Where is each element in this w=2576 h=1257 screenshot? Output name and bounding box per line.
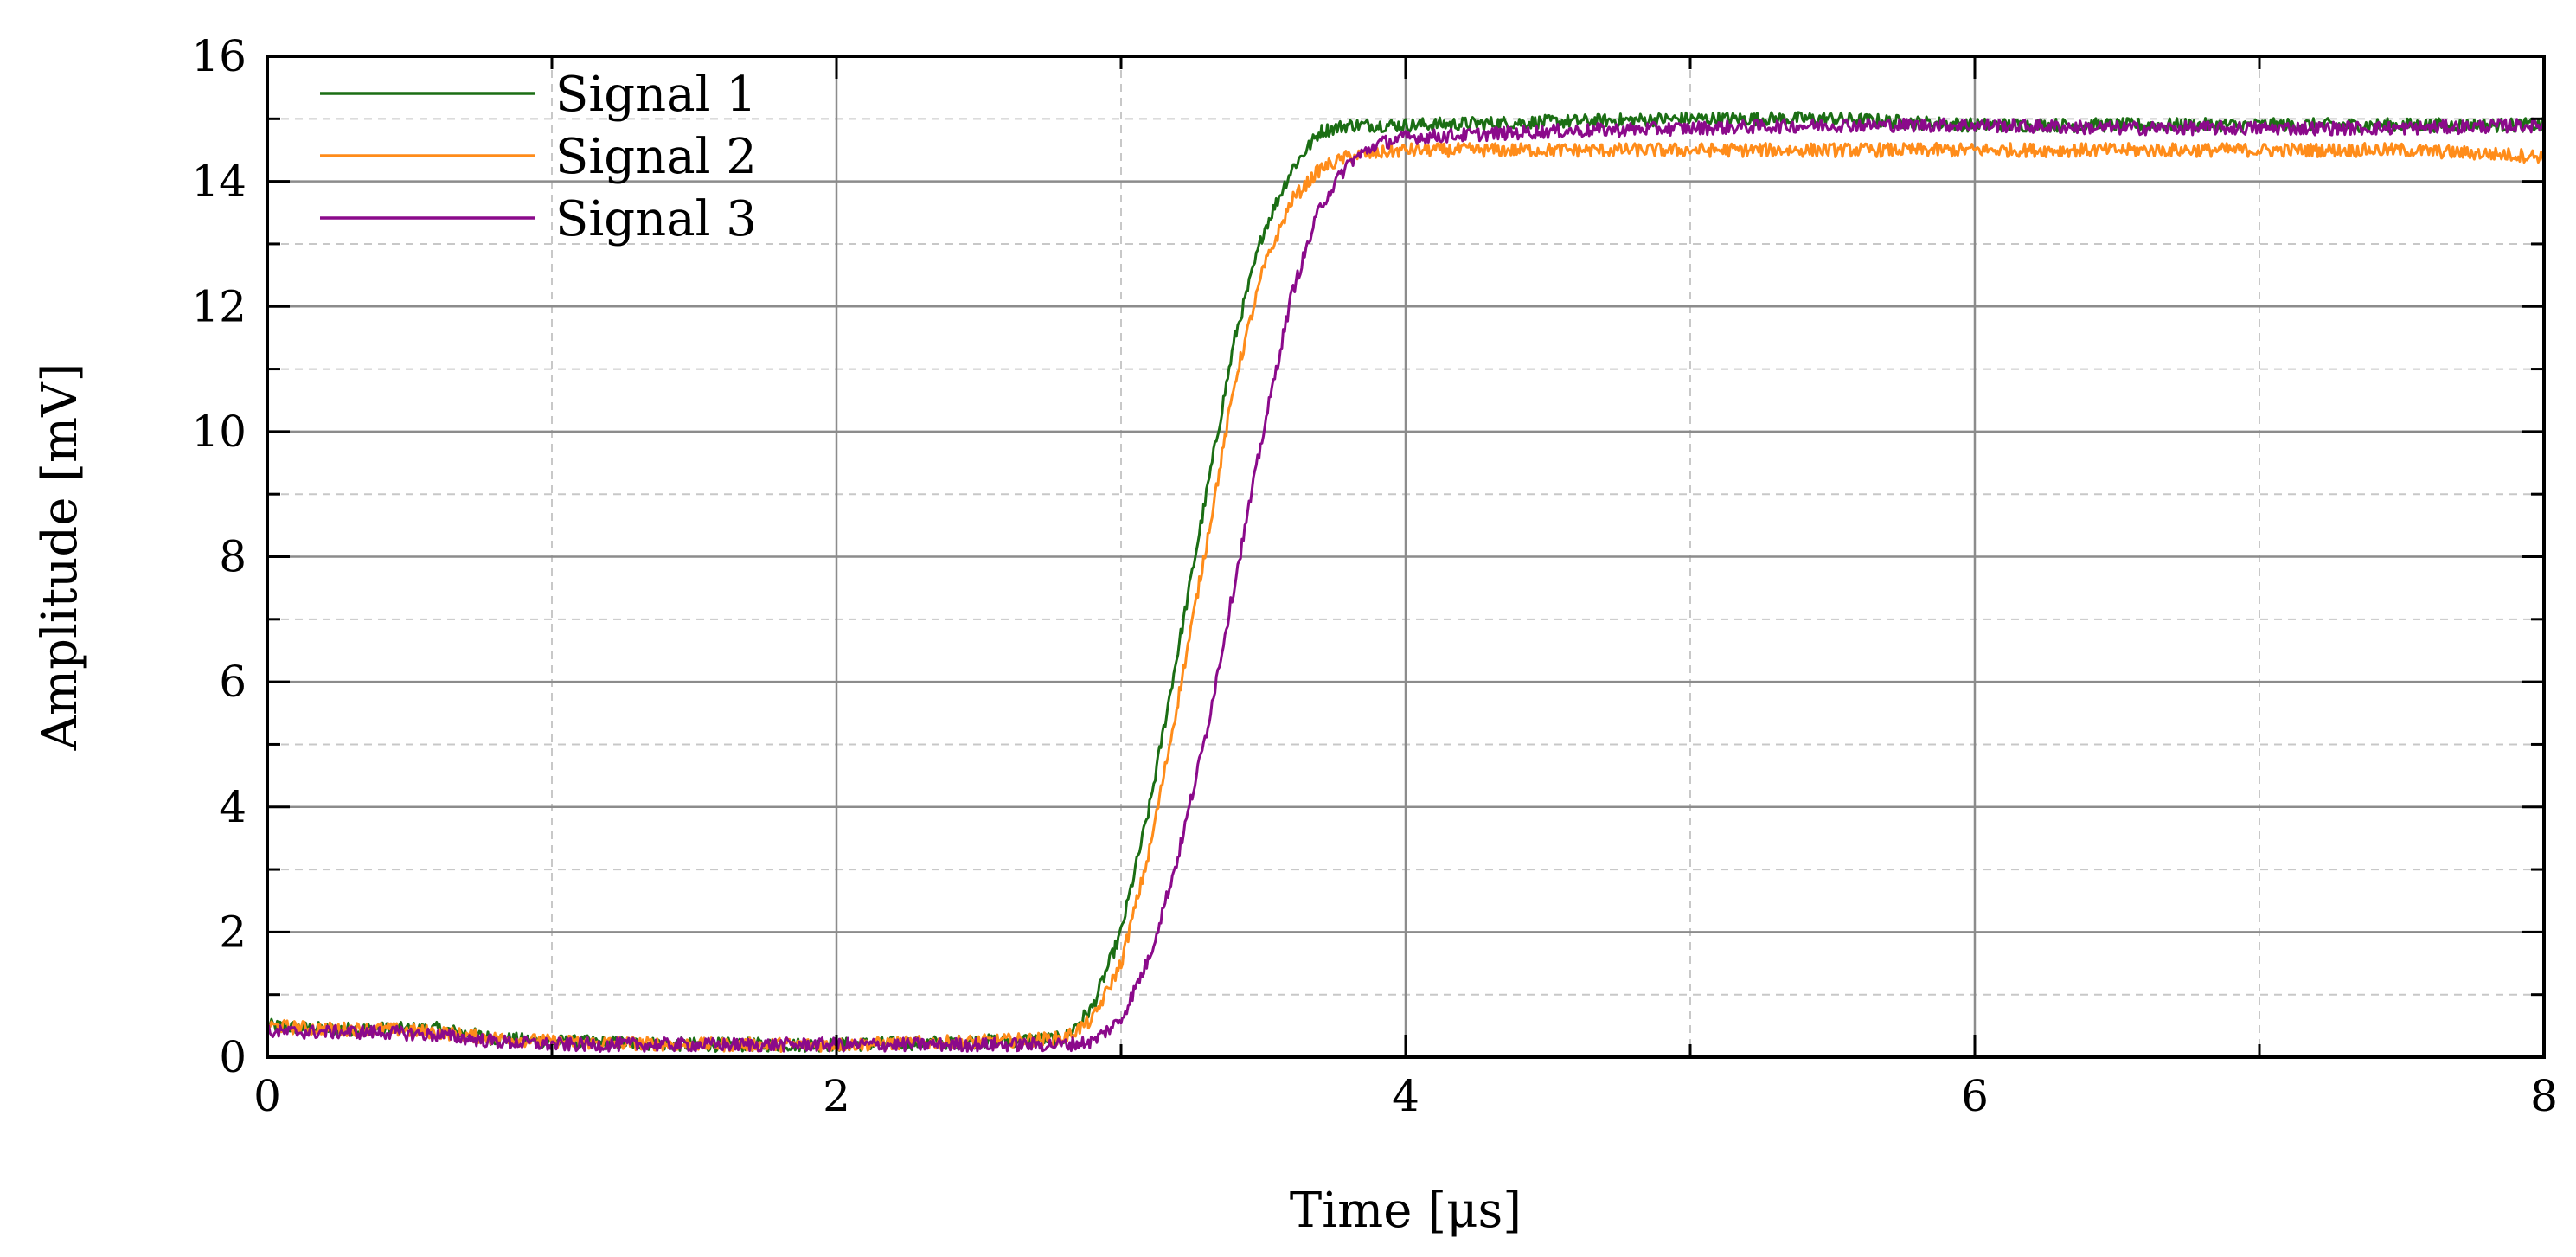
- x-tick-label: 0: [253, 1071, 281, 1121]
- y-tick-label: 6: [219, 657, 247, 707]
- y-tick-label: 12: [191, 281, 247, 331]
- x-tick-labels: 0 2 4 6 8: [253, 1071, 2558, 1121]
- x-axis-label: Time [μs]: [1290, 1183, 1522, 1239]
- y-axis-label: Amplitude [mV]: [32, 363, 88, 752]
- x-tick-label: 8: [2530, 1071, 2558, 1121]
- y-tick-label: 14: [191, 157, 247, 207]
- legend-label-1: Signal 1: [555, 67, 757, 123]
- legend-label-3: Signal 3: [555, 191, 757, 247]
- x-tick-label: 4: [1392, 1071, 1419, 1121]
- y-tick-label: 10: [191, 407, 247, 457]
- y-tick-label: 0: [219, 1032, 247, 1082]
- legend-label-2: Signal 2: [555, 129, 757, 185]
- x-tick-label: 2: [823, 1071, 850, 1121]
- y-tick-label: 8: [219, 532, 247, 582]
- series-lines: [266, 111, 2546, 1053]
- y-tick-labels: 0 2 4 6 8 10 12 14 16: [191, 31, 247, 1082]
- y-tick-label: 16: [191, 31, 247, 81]
- y-tick-label: 4: [219, 782, 247, 832]
- series-line-3: [266, 117, 2546, 1053]
- y-tick-label: 2: [219, 907, 247, 957]
- axis-ticks: [266, 55, 2546, 1059]
- x-tick-label: 6: [1961, 1071, 1989, 1121]
- series-line-2: [266, 142, 2546, 1053]
- legend: Signal 1 Signal 2 Signal 3: [320, 67, 757, 247]
